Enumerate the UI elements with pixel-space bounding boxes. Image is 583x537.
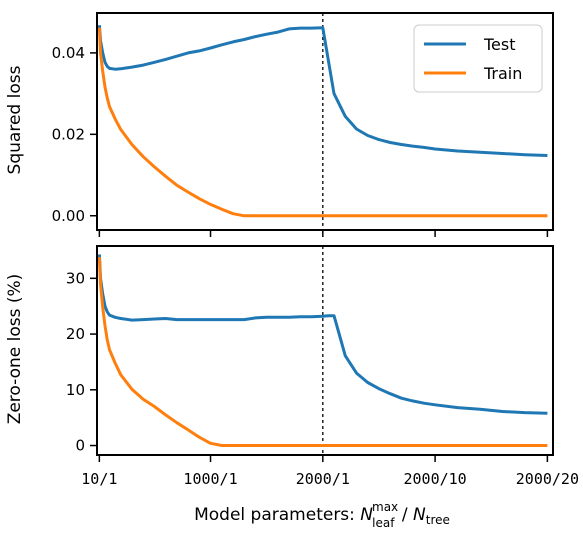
bottom-x-ticks: 10/1 1000/1 2000/1 2000/10 2000/20 xyxy=(81,455,579,488)
legend: Test Train xyxy=(413,24,543,93)
bottom-y-ticks: 0 10 20 30 xyxy=(66,269,97,455)
x-axis-label-prefix: Model parameters: xyxy=(194,505,360,525)
bottom-y-axis-label: Zero-one loss (%) xyxy=(5,274,25,425)
top-y-axis-label: Squared loss xyxy=(5,65,25,174)
top-y-tick-label-2: 0.04 xyxy=(52,44,85,62)
bottom-series-train-line xyxy=(97,257,548,447)
bot-y-tick-label-2: 20 xyxy=(66,325,85,343)
top-x-ticks xyxy=(98,230,549,237)
top-y-ticks: 0.00 0.02 0.04 xyxy=(52,44,97,225)
x-tick-label-0: 10/1 xyxy=(81,470,117,488)
x-tick-label-3: 2000/10 xyxy=(403,470,466,488)
x-axis-label-sep: / xyxy=(396,505,413,525)
legend-frame xyxy=(413,24,543,93)
x-tick-label-1: 1000/1 xyxy=(183,470,237,488)
top-plot-frame xyxy=(96,12,554,231)
legend-test-label: Test xyxy=(483,35,516,54)
top-panel: 0.00 0.02 0.04 Squared loss Test Train xyxy=(5,12,554,237)
bot-y-tick-label-1: 10 xyxy=(66,381,85,399)
top-series-test-line xyxy=(97,25,548,157)
x-axis-label-n: N xyxy=(360,505,373,525)
bot-y-tick-label-0: 0 xyxy=(75,437,85,455)
bottom-series-test-line xyxy=(97,254,548,415)
x-tick-label-2: 2000/1 xyxy=(296,470,350,488)
x-axis-label-sub: leaf xyxy=(372,516,395,530)
x-axis-label: Model parameters: Nmax leaf / Ntree xyxy=(194,500,450,530)
x-axis-label-sub2: tree xyxy=(426,513,450,527)
bottom-plot-frame xyxy=(96,245,554,456)
bottom-panel: 0 10 20 30 10/1 1000/1 2000/1 2000/10 2000/20 Z… xyxy=(5,245,579,488)
legend-train-label: Train xyxy=(483,64,522,83)
x-axis-label-sup: max xyxy=(372,500,398,514)
top-y-tick-label-1: 0.02 xyxy=(52,125,85,143)
bot-y-tick-label-3: 30 xyxy=(66,269,85,287)
top-series-train-line xyxy=(97,27,548,218)
top-y-tick-label-0: 0.00 xyxy=(52,207,85,225)
x-axis-label-n2: N xyxy=(413,505,426,525)
x-tick-label-4: 2000/20 xyxy=(516,470,579,488)
